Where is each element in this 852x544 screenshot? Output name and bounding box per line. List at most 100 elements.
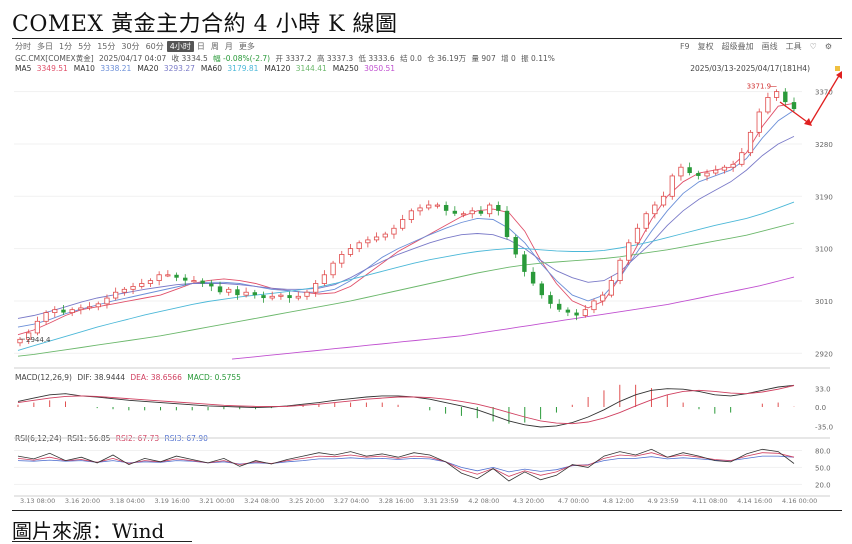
candle-body-up (582, 309, 588, 316)
macd-tick-label: -35.0 (815, 423, 833, 431)
tab-period-1[interactable]: 多日 (37, 42, 53, 51)
candle-body-down (61, 309, 66, 313)
candle-body-up (739, 152, 745, 165)
candle-body-up (408, 210, 414, 220)
toolbar-action-2[interactable]: 超级叠加 (721, 42, 754, 51)
quote-symbol: GC.CMX[COMEX黄金] (15, 54, 94, 63)
tab-period-4[interactable]: 15分 (97, 42, 116, 51)
candle-body-up (156, 274, 162, 281)
candle-body-up (678, 166, 684, 177)
toolbar-action-0[interactable]: F9 (679, 42, 690, 51)
candle-body-down (496, 205, 501, 211)
x-tick-label: 3.24 08:00 (244, 497, 279, 505)
candle-body-down (443, 205, 449, 211)
candle-body-down (504, 210, 510, 237)
candle-body-down (687, 167, 692, 174)
price-tick-label: 3370 (815, 89, 833, 97)
quote-open: 开 3337.2 (275, 54, 312, 63)
tab-period-0[interactable]: 分时 (15, 42, 31, 51)
price-tick-label: 3190 (815, 193, 833, 201)
candle-body-down (217, 286, 223, 293)
candle-body-up (130, 286, 136, 290)
price-tick-label: 3280 (815, 141, 833, 149)
chart-svg: 2920 3010 3100 3190 3280 3370 3371.9 2944.4 33.0… (14, 66, 842, 505)
toolbar-action-3[interactable]: 画线 (761, 42, 778, 51)
candle-body-up (321, 274, 327, 284)
quote-settle: 结 0.0 (400, 54, 422, 63)
candle-body-down (513, 236, 518, 255)
candle-body-up (747, 131, 754, 154)
candle-body-up (147, 280, 154, 284)
candle-body-up (347, 248, 354, 255)
x-tick-label: 3.18 04:00 (110, 497, 145, 505)
quote-oi: 仓 36.19万 (427, 54, 467, 63)
candle-body-up (469, 210, 475, 215)
tab-period-11[interactable]: 更多 (238, 42, 255, 51)
ma-legend-item-ma120: MA120 3144.41 (264, 64, 327, 73)
macd-dif-line (17, 384, 795, 428)
candle-body-up (634, 227, 641, 244)
candle-body-up (756, 111, 762, 133)
candle-body-up (400, 219, 406, 229)
quote-bar: GC.CMX[COMEX黄金] 2025/04/17 04:07 收 3334.… (15, 53, 558, 64)
candle-body-up (765, 97, 771, 113)
candle-body-down (235, 289, 240, 296)
candle-body-up (774, 91, 780, 98)
gear-icon[interactable]: ⚙ (824, 42, 832, 51)
low-price-label: 2944.4 (26, 336, 51, 344)
toolbar-action-4[interactable]: 工具 (785, 42, 802, 51)
ma-legend-item-ma20: MA20 3293.27 (137, 64, 195, 73)
candle-body-up (600, 294, 606, 302)
candle-body-up (104, 297, 110, 305)
candle-body-up (295, 295, 301, 299)
tab-period-3[interactable]: 5分 (78, 42, 92, 51)
tab-period-2[interactable]: 1分 (59, 42, 73, 51)
tab-period-5[interactable]: 30分 (121, 42, 140, 51)
candle-body-up (730, 163, 736, 168)
rsi-2-line (17, 452, 795, 477)
x-tick-label: 4.7 00:00 (558, 497, 589, 505)
tab-period-6[interactable]: 60分 (145, 42, 164, 51)
tab-period-10[interactable]: 月 (224, 42, 233, 51)
candle-body-up (304, 291, 310, 297)
source-divider (12, 510, 842, 511)
x-tick-label: 3.25 20:00 (289, 497, 324, 505)
candle-body-up (487, 204, 493, 215)
rsi-3-line (17, 455, 795, 473)
tab-period-8[interactable]: 日 (196, 42, 205, 51)
candle-body-up (704, 172, 710, 177)
ma-line-ma10 (17, 109, 795, 328)
candle-body-down (791, 102, 797, 110)
heart-icon[interactable]: ♡ (809, 42, 817, 51)
candle-body-up (26, 332, 32, 340)
candle-body-up (17, 338, 23, 344)
macd-tick-label: 0.0 (815, 404, 826, 412)
rsi-tick-label: 80.0 (815, 447, 831, 455)
x-tick-label: 3.13 08:00 (20, 497, 55, 505)
candle-body-up (278, 294, 284, 297)
candle-body-up (95, 303, 101, 308)
candle-body-up (139, 283, 145, 287)
price-tick-label: 3010 (815, 298, 833, 306)
candle-body-up (52, 309, 58, 313)
tab-period-9[interactable]: 周 (210, 42, 219, 51)
date-range: 2025/03/13-2025/04/17(181H4) (690, 64, 810, 73)
red-arrow-up (809, 73, 841, 125)
x-tick-label: 3.28 16:00 (379, 497, 414, 505)
ma-legend: MA5 3349.51 MA10 3338.21 MA20 3293.27 MA60 … (15, 64, 401, 73)
ma-legend-item-ma60: MA60 3179.81 (200, 64, 259, 73)
candle-body-up (34, 320, 40, 334)
candle-body-up (460, 213, 467, 216)
candle-body-down (574, 312, 579, 316)
candle-body-down (478, 210, 484, 214)
red-arrow-up-head (836, 71, 842, 79)
period-toolbar: 分时 多日 1分 5分 15分 30分 60分 4小时日周月更多 (12, 41, 258, 53)
tab-period-7[interactable]: 4小时 (166, 41, 194, 52)
toolbar-action-1[interactable]: 复权 (697, 42, 714, 51)
candle-body-up (69, 309, 75, 313)
candle-body-up (382, 233, 388, 238)
candle-body-up (721, 166, 728, 171)
candle-body-up (191, 280, 197, 283)
quote-oi-change: 增 0 (501, 54, 516, 63)
candle-body-down (522, 254, 527, 272)
